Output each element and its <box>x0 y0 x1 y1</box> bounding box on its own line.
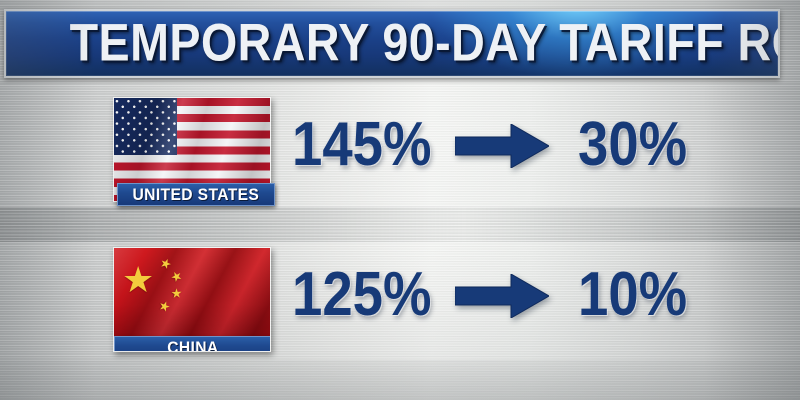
us-flag-stars <box>114 98 177 155</box>
country-label-united-states: UNITED STATES <box>117 183 275 206</box>
china-flag: ★ ★ ★ ★ ★ CHINA <box>113 247 271 352</box>
tariff-row-united-states: UNITED STATES 145% 30% <box>0 88 800 208</box>
bottom-shade-band <box>0 360 800 400</box>
country-label-text: UNITED STATES <box>132 185 260 204</box>
country-label-text: CHINA <box>167 338 219 352</box>
tariff-after-text: 10% <box>578 260 688 329</box>
china-flag-block: ★ ★ ★ ★ ★ CHINA <box>113 247 271 352</box>
right-arrow-icon-china <box>455 274 549 318</box>
tariff-before-china: 125% <box>292 264 451 326</box>
tariff-before-united-states: 145% <box>292 114 451 176</box>
tariff-row-china: ★ ★ ★ ★ ★ CHINA 125% 10% <box>0 238 800 358</box>
tariff-before-text: 145% <box>292 110 432 179</box>
tariff-after-china: 10% <box>578 264 702 326</box>
page-title-text: TEMPORARY 90-DAY TARIFF ROLLBACK <box>69 12 778 72</box>
country-label-china: CHINA <box>114 336 270 352</box>
china-flag-field <box>114 248 270 351</box>
title-banner: TEMPORARY 90-DAY TARIFF ROLLBACK <box>4 9 780 78</box>
china-flag-small-star-4: ★ <box>157 300 173 313</box>
us-flag-block: UNITED STATES <box>113 97 275 206</box>
tariff-before-text: 125% <box>292 260 432 329</box>
page-title: TEMPORARY 90-DAY TARIFF ROLLBACK <box>6 16 778 69</box>
tariff-after-text: 30% <box>578 110 688 179</box>
right-arrow-icon-united-states <box>455 124 549 168</box>
china-flag-large-star: ★ <box>122 259 155 300</box>
tariff-after-united-states: 30% <box>578 114 702 176</box>
